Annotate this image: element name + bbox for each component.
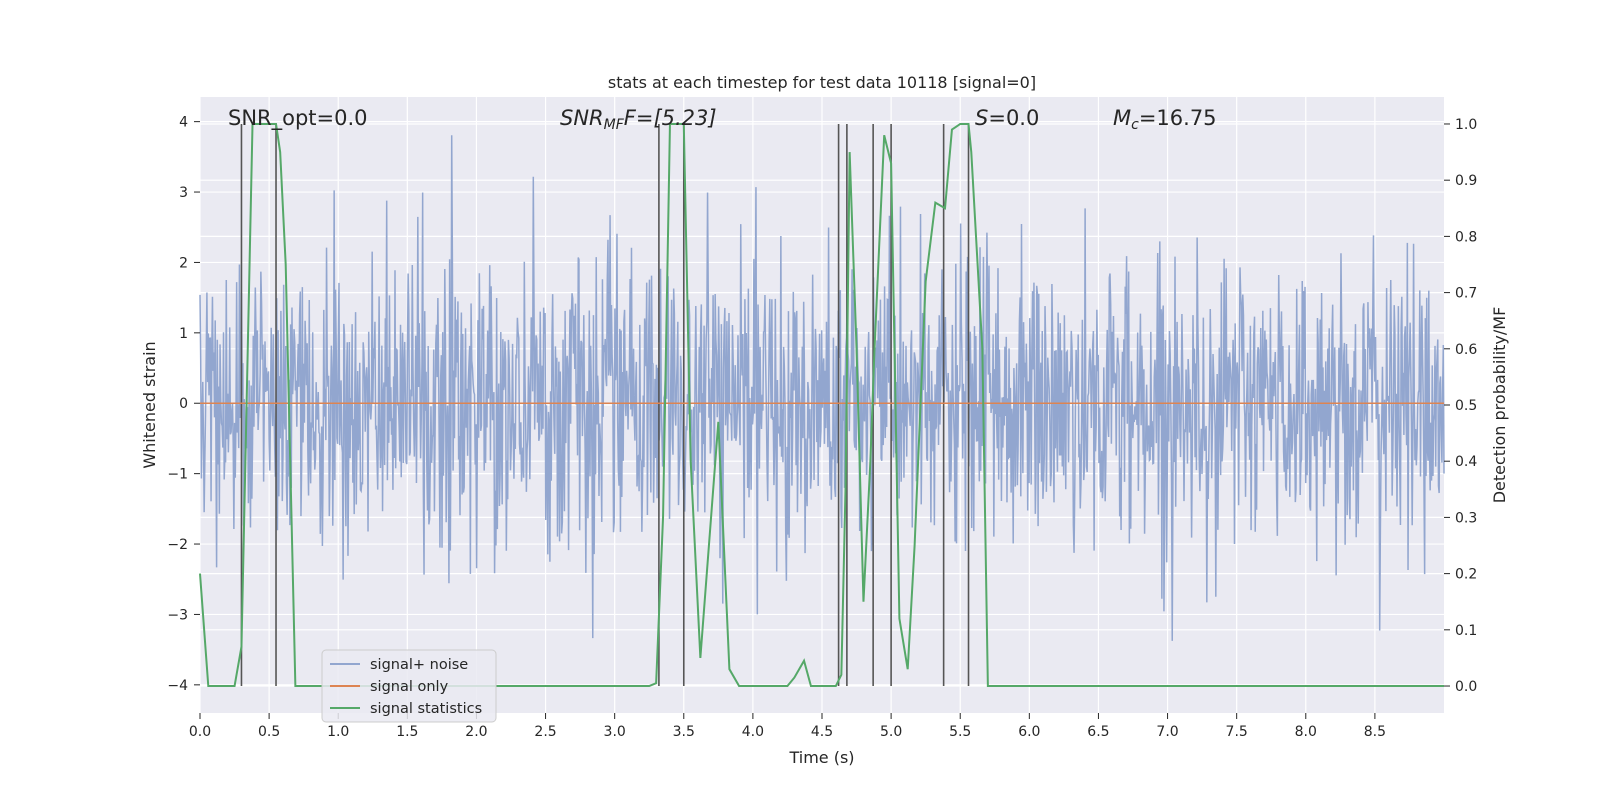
y-left-tick-label: −1 <box>167 467 188 483</box>
x-tick-label: 0.5 <box>258 724 280 740</box>
y-axis-label-left: Whitened strain <box>140 341 159 468</box>
x-tick-label: 1.0 <box>327 724 349 740</box>
x-tick-label: 8.5 <box>1364 724 1386 740</box>
y-right-tick-label: 0.9 <box>1455 173 1477 189</box>
y-right-tick-label: 0.3 <box>1455 510 1477 526</box>
y-right-tick-label: 0.5 <box>1455 398 1477 414</box>
x-tick-label: 0.0 <box>189 724 211 740</box>
annotation-s-main: S <box>975 106 988 130</box>
x-tick-label: 5.0 <box>880 724 902 740</box>
annotation-mc: Mc=16.75 <box>1113 106 1217 133</box>
series-line-signal-noise <box>199 135 1445 641</box>
y-right-tick-label: 0.6 <box>1455 342 1477 358</box>
annotation-snr-mf-value-f: F=[5.23] <box>624 106 717 130</box>
legend-box <box>321 649 497 723</box>
y-left-tick-label: 1 <box>179 326 188 342</box>
y-right-tick-label: 0.8 <box>1455 229 1477 245</box>
y-right-tick-label: 0.4 <box>1455 454 1477 470</box>
x-tick-label: 7.5 <box>1226 724 1248 740</box>
annotation-s: S=0.0 <box>975 106 1039 130</box>
x-tick-label: 3.5 <box>673 724 695 740</box>
x-tick-label: 2.5 <box>534 724 556 740</box>
y-right-tick-label: 1.0 <box>1455 117 1477 133</box>
y-right-tick-label: 0.7 <box>1455 286 1477 302</box>
signal-statistics-series <box>199 122 1444 688</box>
noise-series <box>199 135 1445 641</box>
x-tick-label: 1.5 <box>396 724 418 740</box>
y-axis-label-right: Detection probability/MF <box>1490 307 1509 504</box>
y-left-tick-label: −3 <box>167 607 188 623</box>
legend-label-signal-only: signal only <box>370 679 449 695</box>
x-tick-label: 4.5 <box>811 724 833 740</box>
axis-ticks: 0.0 0.5 1.0 1.5 2.0 2.5 3.0 3.5 4.0 4.5 5.0 5.5 6.0 6… <box>167 115 1477 740</box>
series-line-signal-statistics <box>199 122 1444 688</box>
annotation-s-value: =0.0 <box>988 106 1039 130</box>
x-axis-label: Time (s) <box>788 748 854 767</box>
y-right-tick-label: 0.2 <box>1455 567 1477 583</box>
x-tick-label: 5.5 <box>949 724 971 740</box>
x-tick-label: 7.0 <box>1156 724 1178 740</box>
x-tick-label: 4.0 <box>742 724 764 740</box>
chart-title: stats at each timestep for test data 101… <box>608 73 1036 92</box>
y-left-tick-label: 0 <box>179 396 188 412</box>
y-left-tick-label: 2 <box>179 255 188 271</box>
annotation-snr-opt: SNR_opt=0.0 <box>228 106 368 131</box>
y-left-tick-label: −4 <box>167 678 188 694</box>
legend: signal+ noise signal only signal statist… <box>321 649 497 723</box>
annotation-snr-mf-main: SNR <box>560 106 604 130</box>
annotation-mc-main: M <box>1113 106 1131 130</box>
annotation-mc-value: =16.75 <box>1139 106 1217 130</box>
annotation-mc-sub: c <box>1131 117 1139 133</box>
annotation-snr-mf: SNRMFF=[5.23] <box>560 106 717 133</box>
y-left-tick-label: 3 <box>179 185 188 201</box>
legend-label-signal-noise: signal+ noise <box>370 657 468 673</box>
y-right-tick-label: 0.1 <box>1455 623 1477 639</box>
x-tick-label: 6.0 <box>1018 724 1040 740</box>
x-tick-label: 8.0 <box>1295 724 1317 740</box>
x-tick-label: 2.0 <box>465 724 487 740</box>
legend-label-signal-statistics: signal statistics <box>370 701 482 717</box>
annotation-snr-mf-sub: MF <box>604 117 625 133</box>
x-tick-label: 6.5 <box>1087 724 1109 740</box>
y-left-tick-label: 4 <box>179 115 188 131</box>
y-right-tick-label: 0.0 <box>1455 679 1477 695</box>
x-tick-label: 3.0 <box>604 724 626 740</box>
y-left-tick-label: −2 <box>167 537 188 553</box>
